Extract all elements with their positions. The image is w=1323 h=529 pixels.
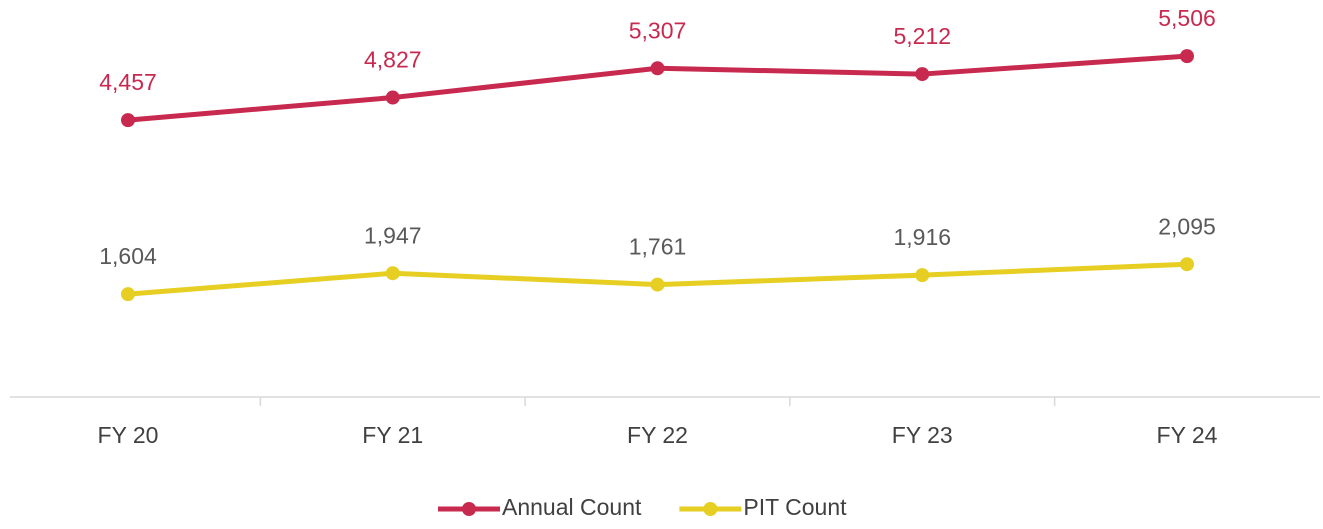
data-label: 1,947 <box>364 222 422 248</box>
data-point <box>1180 257 1194 272</box>
data-label: 4,457 <box>99 69 157 95</box>
data-point <box>121 287 135 302</box>
x-tick-label: FY 20 <box>98 422 159 448</box>
data-point <box>385 90 400 105</box>
data-point <box>121 113 135 128</box>
x-tick-label: FY 23 <box>892 422 953 448</box>
x-tick-label: FY 24 <box>1157 422 1218 448</box>
data-label: 2,095 <box>1158 213 1216 239</box>
x-tick-label: FY 21 <box>362 422 423 448</box>
data-point <box>650 61 665 76</box>
data-label: 1,761 <box>629 234 687 260</box>
data-label: 5,212 <box>893 23 951 49</box>
data-label: 4,827 <box>364 47 422 73</box>
data-label: 1,604 <box>99 243 157 269</box>
data-label: 1,916 <box>893 224 951 250</box>
data-point <box>650 277 665 292</box>
data-point <box>1180 49 1194 64</box>
legend-label: Annual Count <box>502 494 642 520</box>
x-tick-label: FY 22 <box>627 422 688 448</box>
data-label: 5,506 <box>1158 5 1216 31</box>
legend-label: PIT Count <box>743 494 847 520</box>
data-label: 5,307 <box>629 17 687 43</box>
data-point <box>915 67 930 82</box>
legend-marker <box>462 502 476 516</box>
data-point <box>385 266 400 281</box>
legend-marker <box>703 502 718 516</box>
data-point <box>915 268 930 283</box>
